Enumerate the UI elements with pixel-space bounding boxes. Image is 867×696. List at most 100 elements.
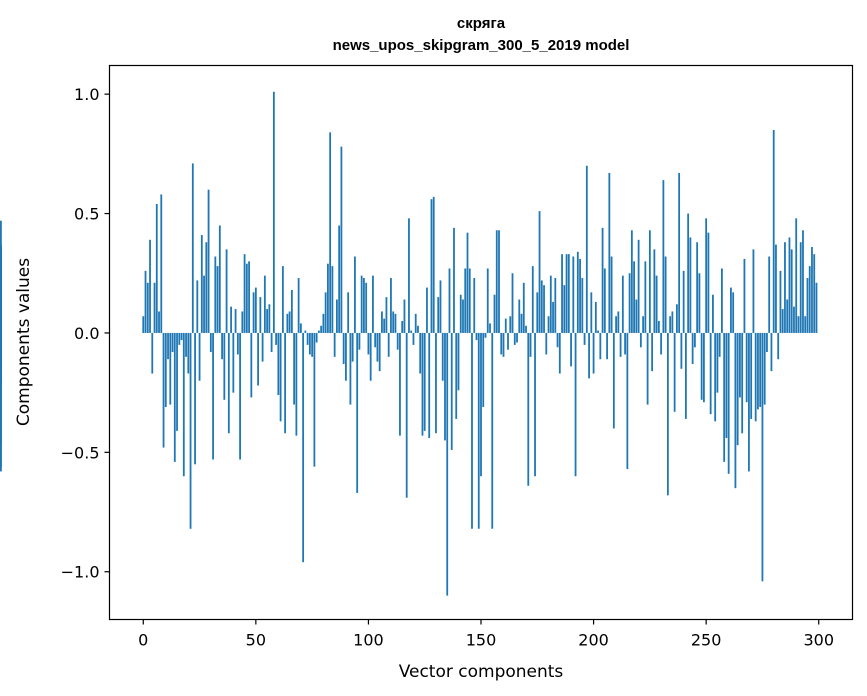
- bar: [149, 239, 151, 333]
- bar: [473, 278, 476, 333]
- bar: [806, 278, 809, 333]
- bar: [464, 268, 467, 333]
- bar: [336, 299, 338, 333]
- bar: [284, 332, 287, 434]
- bar: [423, 332, 426, 431]
- bar: [345, 332, 347, 381]
- bar: [597, 330, 599, 333]
- bar: [493, 294, 496, 333]
- bar: [236, 332, 239, 355]
- bar: [734, 332, 737, 489]
- bar: [601, 227, 604, 333]
- bar: [354, 256, 356, 333]
- bar: [218, 225, 221, 333]
- bar: [594, 301, 597, 333]
- bar: [655, 275, 658, 333]
- bar: [0, 311, 2, 333]
- bar: [538, 211, 541, 333]
- bar: [513, 332, 516, 345]
- bar: [770, 332, 773, 372]
- bar: [214, 256, 217, 333]
- bar: [288, 311, 291, 333]
- x-tick-label: 150: [466, 631, 497, 650]
- bar: [583, 332, 586, 345]
- bar: [268, 304, 271, 333]
- bar: [176, 332, 178, 431]
- bar: [590, 292, 593, 333]
- bar: [477, 332, 480, 529]
- bar: [471, 332, 473, 529]
- bar: [799, 242, 802, 333]
- bar: [707, 232, 710, 333]
- bar: [448, 268, 451, 333]
- bar: [531, 266, 534, 333]
- bar: [297, 278, 300, 333]
- bar: [252, 292, 255, 333]
- bar: [534, 332, 536, 477]
- bar: [775, 244, 777, 333]
- bar: [421, 332, 424, 436]
- bar: [498, 230, 500, 333]
- bar: [617, 311, 620, 333]
- bar: [781, 309, 784, 333]
- bar: [648, 230, 651, 333]
- bar: [453, 227, 455, 333]
- bar: [365, 282, 368, 333]
- bar: [212, 332, 214, 460]
- bar: [808, 266, 811, 333]
- bar: [592, 332, 595, 374]
- bar: [390, 278, 392, 333]
- bar: [466, 232, 469, 333]
- bar: [167, 332, 169, 360]
- bar: [338, 225, 341, 333]
- bar: [745, 332, 748, 403]
- bar: [441, 332, 444, 381]
- x-tick-label: 250: [691, 631, 722, 650]
- bar: [484, 332, 487, 338]
- bar: [666, 332, 669, 496]
- bar: [324, 292, 327, 333]
- bar: [549, 275, 552, 333]
- bar: [657, 321, 660, 333]
- bar: [669, 316, 672, 333]
- bar: [644, 261, 647, 333]
- bar: [516, 332, 518, 343]
- bar: [567, 254, 570, 333]
- bar: [194, 332, 196, 465]
- bar: [675, 304, 678, 333]
- bar: [320, 325, 323, 333]
- bar: [525, 325, 527, 333]
- bar: [696, 242, 699, 333]
- bar: [275, 332, 278, 345]
- bar: [290, 289, 293, 333]
- bar: [315, 332, 318, 343]
- bar: [151, 332, 154, 374]
- bar: [725, 332, 728, 439]
- bar: [790, 249, 793, 333]
- bar: [428, 332, 431, 439]
- bar: [410, 330, 413, 333]
- bar: [576, 251, 579, 333]
- bar: [712, 294, 714, 333]
- bar: [639, 332, 642, 348]
- bar: [689, 237, 692, 333]
- y-tick-label: 0.5: [74, 205, 99, 224]
- bar: [606, 332, 608, 360]
- bar: [277, 332, 280, 396]
- bar: [444, 332, 446, 441]
- bar: [185, 332, 187, 357]
- bar: [414, 313, 417, 333]
- bar: [169, 332, 172, 405]
- bar: [693, 332, 696, 348]
- x-tick-label: 0: [138, 631, 148, 650]
- bar: [797, 316, 800, 333]
- bar: [527, 332, 530, 486]
- x-tick-label: 100: [353, 631, 384, 650]
- bar: [786, 299, 789, 333]
- bar: [678, 172, 681, 333]
- bar: [270, 332, 273, 353]
- y-tick-label: −1.0: [61, 563, 100, 582]
- bar: [426, 287, 428, 333]
- bar: [417, 325, 419, 333]
- bar: [581, 278, 584, 333]
